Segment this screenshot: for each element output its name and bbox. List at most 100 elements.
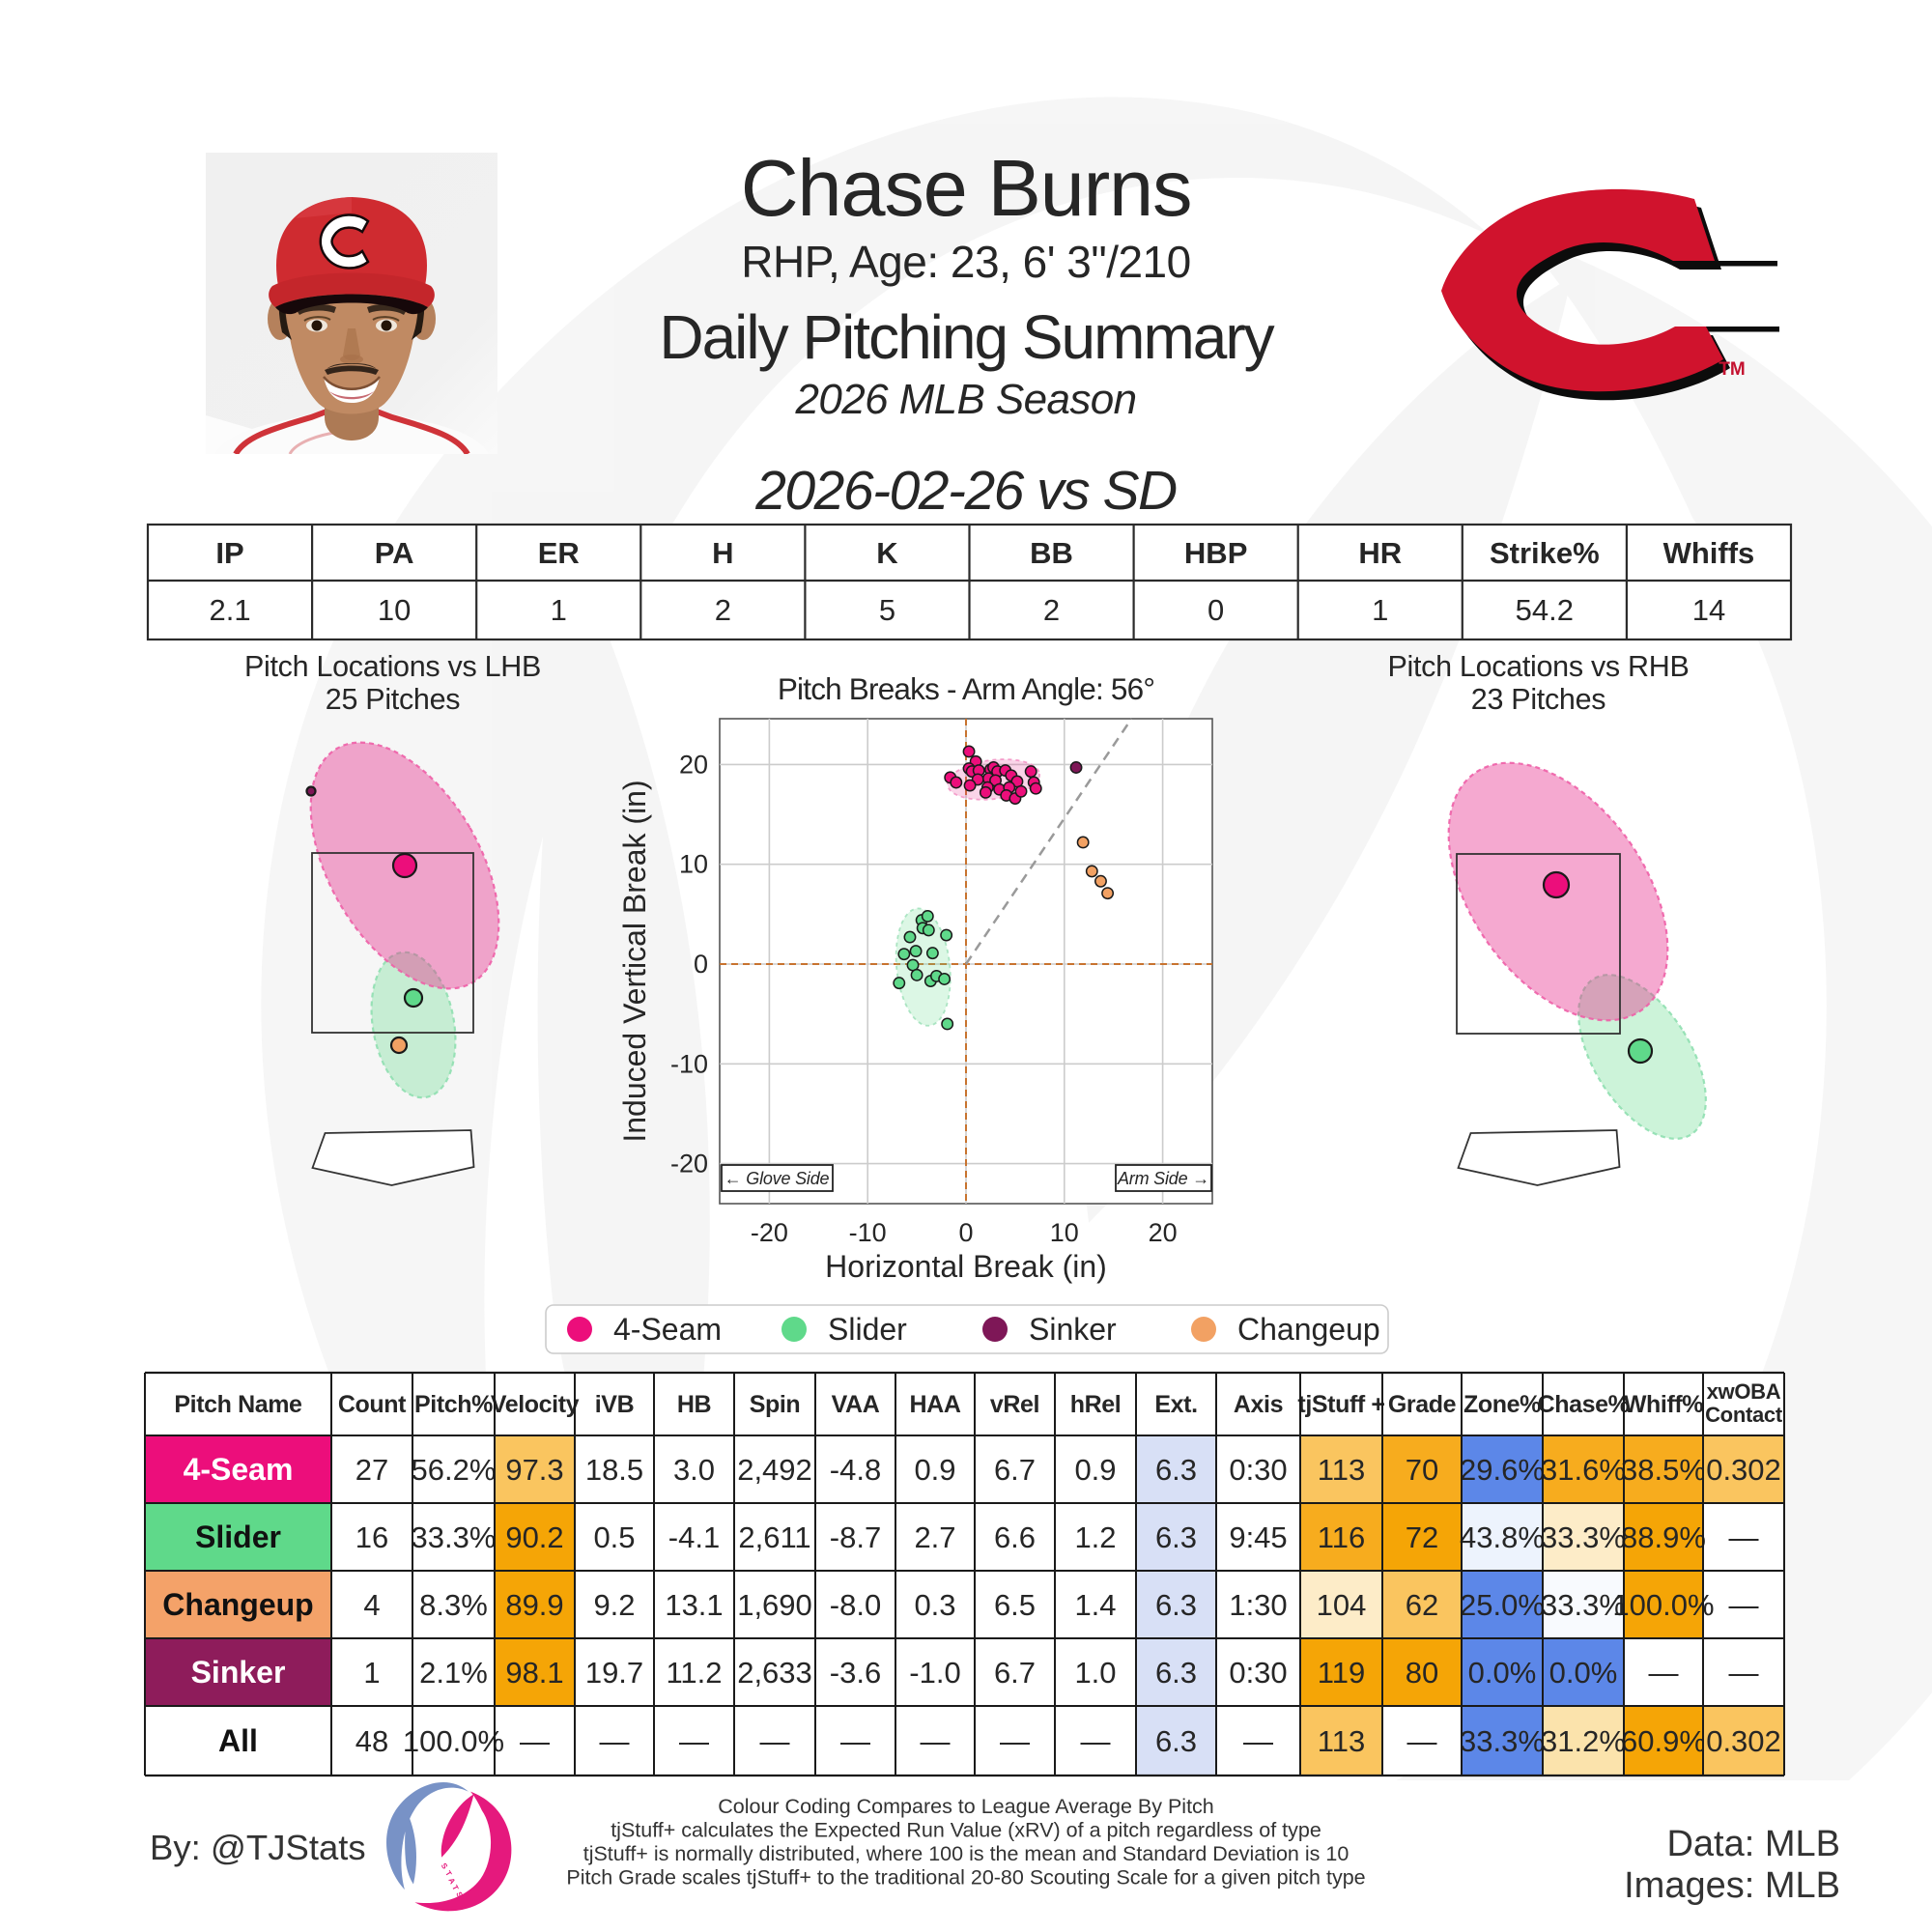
svg-text:18.5: 18.5	[585, 1453, 643, 1487]
svg-text:vRel: vRel	[990, 1391, 1039, 1418]
svg-text:T: T	[450, 1884, 460, 1891]
svg-text:13.1: 13.1	[665, 1588, 723, 1622]
svg-text:xwOBA: xwOBA	[1707, 1379, 1781, 1404]
svg-text:2.1%: 2.1%	[419, 1656, 488, 1690]
svg-text:3.0: 3.0	[673, 1453, 715, 1487]
svg-text:54.2: 54.2	[1516, 593, 1574, 627]
svg-text:0.9: 0.9	[914, 1453, 955, 1487]
svg-text:25.0%: 25.0%	[1460, 1588, 1545, 1622]
svg-text:2.7: 2.7	[914, 1520, 955, 1554]
svg-text:31.2%: 31.2%	[1541, 1724, 1626, 1758]
svg-text:Pitch Locations vs RHB: Pitch Locations vs RHB	[1387, 650, 1689, 683]
svg-text:hRel: hRel	[1070, 1391, 1122, 1418]
svg-text:—: —	[1729, 1656, 1759, 1690]
svg-text:0: 0	[1208, 593, 1224, 627]
svg-text:27: 27	[355, 1453, 388, 1487]
svg-text:11.2: 11.2	[666, 1656, 722, 1690]
svg-text:100.0%: 100.0%	[403, 1724, 504, 1758]
svg-text:62: 62	[1406, 1588, 1438, 1622]
svg-text:—: —	[679, 1724, 709, 1758]
svg-text:6.3: 6.3	[1155, 1656, 1197, 1690]
svg-text:-20: -20	[751, 1218, 788, 1247]
svg-text:33.3%: 33.3%	[1541, 1520, 1626, 1554]
svg-text:2,633: 2,633	[737, 1656, 812, 1690]
svg-text:Horizontal Break (in): Horizontal Break (in)	[825, 1249, 1107, 1284]
svg-text:6.3: 6.3	[1155, 1588, 1197, 1622]
svg-text:1.2: 1.2	[1074, 1520, 1116, 1554]
svg-text:2: 2	[1043, 593, 1060, 627]
svg-text:33.3%: 33.3%	[1460, 1724, 1545, 1758]
svg-text:tjStuff+ is normally distribut: tjStuff+ is normally distributed, where …	[583, 1842, 1350, 1865]
svg-text:116: 116	[1318, 1520, 1365, 1554]
svg-text:90.2: 90.2	[505, 1520, 563, 1554]
svg-text:Slider: Slider	[195, 1520, 281, 1554]
svg-text:6.6: 6.6	[994, 1520, 1036, 1554]
svg-text:33.3%: 33.3%	[412, 1520, 497, 1554]
svg-text:Changeup: Changeup	[1237, 1312, 1380, 1347]
svg-text:—: —	[1649, 1656, 1679, 1690]
svg-text:Data: MLB: Data: MLB	[1666, 1824, 1840, 1864]
svg-text:Chase Burns: Chase Burns	[741, 143, 1192, 233]
svg-text:-8.0: -8.0	[830, 1588, 881, 1622]
svg-text:—: —	[1081, 1724, 1111, 1758]
svg-text:Images: MLB: Images: MLB	[1624, 1865, 1840, 1906]
svg-text:2,492: 2,492	[737, 1453, 812, 1487]
svg-text:4-Seam: 4-Seam	[184, 1452, 294, 1487]
svg-text:2: 2	[715, 593, 731, 627]
svg-text:0.302: 0.302	[1706, 1724, 1781, 1758]
svg-text:6.5: 6.5	[994, 1588, 1036, 1622]
svg-text:HAA: HAA	[910, 1391, 961, 1418]
svg-text:1.4: 1.4	[1074, 1588, 1116, 1622]
svg-text:1: 1	[551, 593, 567, 627]
svg-text:6.3: 6.3	[1155, 1520, 1197, 1554]
svg-text:-10: -10	[670, 1049, 708, 1078]
svg-text:Arm Side →: Arm Side →	[1117, 1169, 1209, 1188]
svg-text:HR: HR	[1358, 536, 1402, 570]
svg-text:All: All	[218, 1723, 258, 1758]
svg-text:—: —	[1729, 1520, 1759, 1554]
svg-text:60.9%: 60.9%	[1621, 1724, 1706, 1758]
svg-text:Velocity: Velocity	[491, 1391, 580, 1418]
svg-text:25 Pitches: 25 Pitches	[326, 683, 460, 716]
svg-text:H: H	[712, 536, 733, 570]
svg-text:Pitch Grade scales tjStuff+ to: Pitch Grade scales tjStuff+ to the tradi…	[566, 1866, 1365, 1889]
svg-text:ER: ER	[538, 536, 580, 570]
svg-text:29.6%: 29.6%	[1460, 1453, 1545, 1487]
svg-text:14: 14	[1692, 593, 1725, 627]
svg-text:A: A	[446, 1877, 457, 1887]
svg-text:—: —	[840, 1724, 870, 1758]
svg-text:88.9%: 88.9%	[1621, 1520, 1706, 1554]
svg-text:9.2: 9.2	[593, 1588, 635, 1622]
svg-text:tjStuff +: tjStuff +	[1297, 1391, 1384, 1418]
svg-text:43.8%: 43.8%	[1460, 1520, 1545, 1554]
svg-text:Pitch%: Pitch%	[414, 1391, 493, 1418]
svg-text:tjStuff+ calculates the Expect: tjStuff+ calculates the Expected Run Val…	[611, 1819, 1321, 1842]
svg-text:← Glove Side: ← Glove Side	[724, 1169, 830, 1188]
svg-text:56.2%: 56.2%	[412, 1453, 497, 1487]
svg-text:2,611: 2,611	[738, 1520, 810, 1554]
svg-text:38.5%: 38.5%	[1621, 1453, 1706, 1487]
svg-text:72: 72	[1406, 1520, 1438, 1554]
svg-text:Induced Vertical Break (in): Induced Vertical Break (in)	[617, 780, 652, 1142]
svg-text:Contact: Contact	[1705, 1403, 1783, 1427]
svg-text:4-Seam: 4-Seam	[613, 1312, 722, 1347]
svg-text:0: 0	[958, 1218, 973, 1247]
svg-text:S: S	[440, 1861, 449, 1871]
svg-text:BB: BB	[1030, 536, 1073, 570]
svg-text:10: 10	[378, 593, 411, 627]
svg-text:0: 0	[694, 950, 708, 979]
svg-text:Sinker: Sinker	[191, 1655, 286, 1690]
svg-text:6.3: 6.3	[1155, 1453, 1197, 1487]
svg-text:Grade: Grade	[1388, 1391, 1457, 1418]
svg-text:—: —	[1243, 1724, 1273, 1758]
svg-text:0.9: 0.9	[1074, 1453, 1116, 1487]
svg-text:—: —	[1729, 1588, 1759, 1622]
svg-text:HB: HB	[677, 1391, 711, 1418]
svg-text:Changeup: Changeup	[162, 1587, 313, 1622]
svg-text:Whiff%: Whiff%	[1624, 1391, 1703, 1418]
svg-text:16: 16	[355, 1520, 388, 1554]
svg-text:Colour Coding Compares to Leag: Colour Coding Compares to League Average…	[718, 1795, 1214, 1818]
svg-text:2026 MLB Season: 2026 MLB Season	[794, 376, 1136, 423]
svg-text:4: 4	[363, 1588, 380, 1622]
svg-text:—: —	[760, 1724, 790, 1758]
